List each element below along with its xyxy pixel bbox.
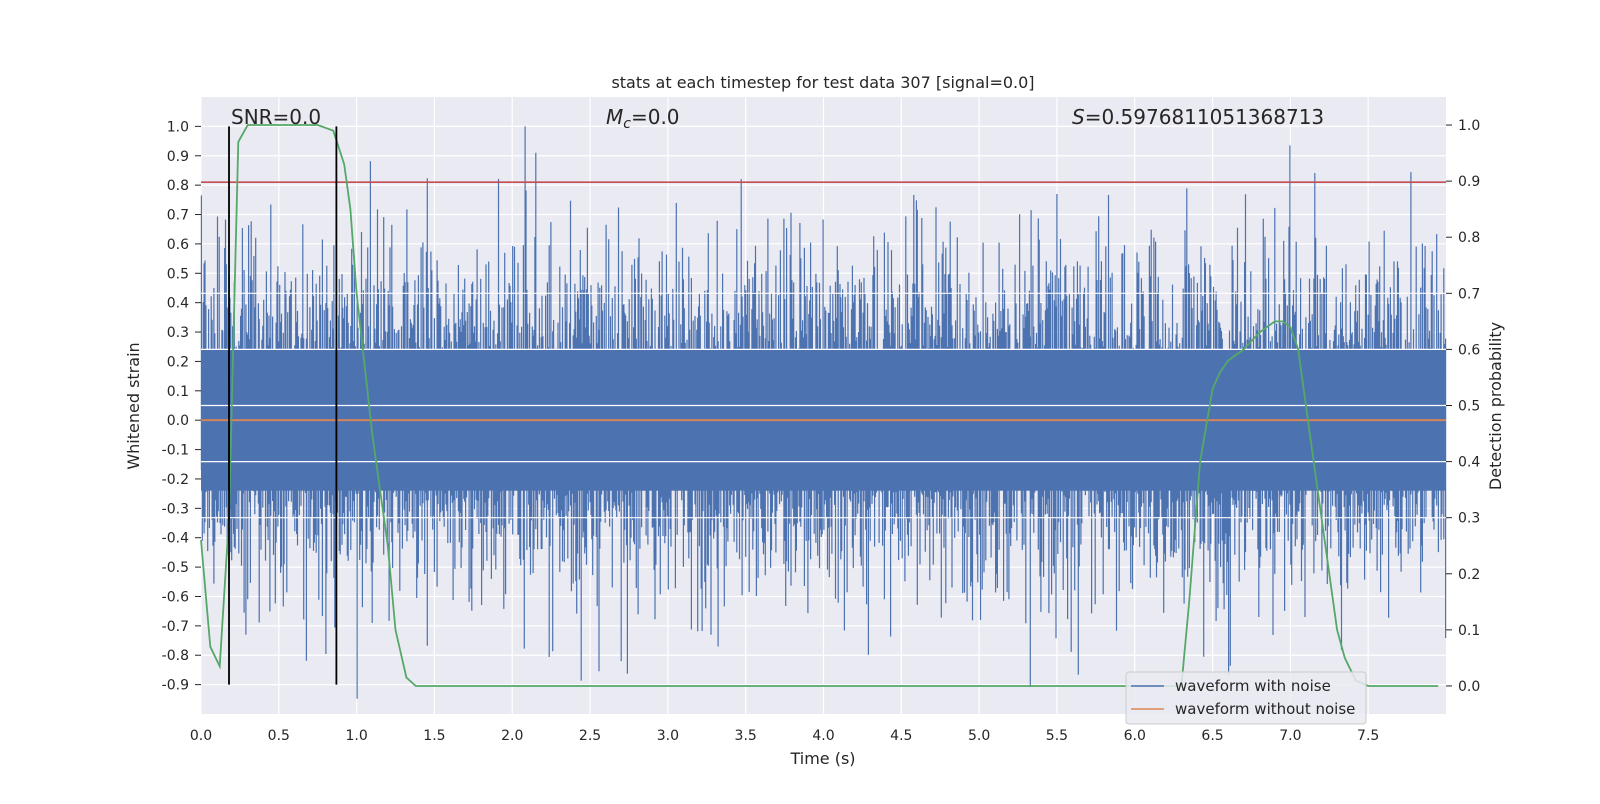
legend: waveform with noise waveform without noi… xyxy=(1125,671,1367,725)
y-right-tick-label: 1.0 xyxy=(1458,118,1480,134)
chart-title: stats at each timestep for test data 307… xyxy=(611,73,1034,92)
x-tick-label: 3.5 xyxy=(735,728,757,744)
mc-value: =0.0 xyxy=(631,105,680,129)
x-tick-label: 5.5 xyxy=(1046,728,1068,744)
y-left-tick-label: -0.7 xyxy=(162,619,189,635)
y-right-tick-label: 0.9 xyxy=(1458,174,1480,190)
axis-ticks: 0.0 0.5 1.0 1.5 2.0 2.5 3.0 3.5 4.0 4.5 5.0 5.5 6.0 6… xyxy=(162,118,1481,744)
y-left-tick-label: -0.8 xyxy=(162,648,189,664)
x-tick-label: 2.0 xyxy=(501,728,523,744)
legend-label-noise: waveform with noise xyxy=(1175,677,1331,695)
y-left-tick-label: -0.4 xyxy=(162,531,189,547)
y-left-tick-label: -0.2 xyxy=(162,472,189,488)
y-right-tick-label: 0.2 xyxy=(1458,567,1480,583)
y-right-tick-label: 0.8 xyxy=(1458,230,1480,246)
x-tick-label: 4.5 xyxy=(890,728,912,744)
y-left-tick-label: -0.9 xyxy=(162,678,189,694)
x-tick-label: 7.5 xyxy=(1357,728,1379,744)
legend-label-clean: waveform without noise xyxy=(1175,700,1355,718)
y-left-tick-label: 0.5 xyxy=(167,266,189,282)
y-right-tick-label: 0.7 xyxy=(1458,286,1480,302)
s-symbol: S xyxy=(1072,105,1085,129)
x-tick-label: 1.5 xyxy=(423,728,445,744)
y-right-tick-label: 0.5 xyxy=(1458,399,1480,415)
line-series xyxy=(200,124,1446,687)
mc-annotation: Mc=0.0 xyxy=(606,105,680,132)
y-left-tick-label: -0.6 xyxy=(162,589,189,605)
y-left-tick-label: 0.4 xyxy=(167,296,189,312)
y-left-tick-label: 0.6 xyxy=(167,237,189,253)
x-tick-label: 2.5 xyxy=(579,728,601,744)
x-tick-label: 1.0 xyxy=(345,728,367,744)
y-left-tick-label: 0.0 xyxy=(167,413,189,429)
y-left-tick-label: 1.0 xyxy=(167,119,189,135)
y-right-tick-label: 0.6 xyxy=(1458,342,1480,358)
y-axis-label-left: Whitened strain xyxy=(124,342,143,469)
x-tick-label: 7.0 xyxy=(1279,728,1301,744)
y-left-tick-label: 0.1 xyxy=(167,384,189,400)
y-left-tick-label: 0.8 xyxy=(167,178,189,194)
x-tick-label: 6.5 xyxy=(1201,728,1223,744)
y-left-tick-label: 0.9 xyxy=(167,149,189,165)
x-axis-label: Time (s) xyxy=(789,749,855,768)
y-axis-label-right: Detection probability xyxy=(1486,322,1505,490)
x-tick-label: 5.0 xyxy=(968,728,990,744)
y-left-tick-label: 0.7 xyxy=(167,208,189,224)
y-left-tick-label: -0.3 xyxy=(162,501,189,517)
y-right-tick-label: 0.0 xyxy=(1458,679,1480,695)
y-left-tick-label: -0.5 xyxy=(162,560,189,576)
y-left-tick-label: 0.2 xyxy=(167,354,189,370)
legend-box xyxy=(1125,671,1367,725)
snr-annotation: SNR=0.0 xyxy=(231,105,321,129)
y-right-tick-label: 0.1 xyxy=(1458,623,1480,639)
y-left-tick-label: -0.1 xyxy=(162,443,189,459)
y-right-tick-label: 0.4 xyxy=(1458,455,1480,471)
x-tick-label: 4.0 xyxy=(812,728,834,744)
y-left-tick-label: 0.3 xyxy=(167,325,189,341)
x-tick-label: 0.5 xyxy=(268,728,290,744)
x-tick-label: 6.0 xyxy=(1124,728,1146,744)
s-annotation: S=0.5976811051368713 xyxy=(1072,105,1324,129)
mc-symbol: M xyxy=(606,105,623,129)
x-tick-label: 0.0 xyxy=(190,728,212,744)
y-right-tick-label: 0.3 xyxy=(1458,511,1480,527)
s-value: =0.5976811051368713 xyxy=(1085,105,1324,129)
mc-subscript: c xyxy=(623,116,631,132)
series-detection-probability xyxy=(200,124,1439,687)
x-tick-label: 3.0 xyxy=(657,728,679,744)
